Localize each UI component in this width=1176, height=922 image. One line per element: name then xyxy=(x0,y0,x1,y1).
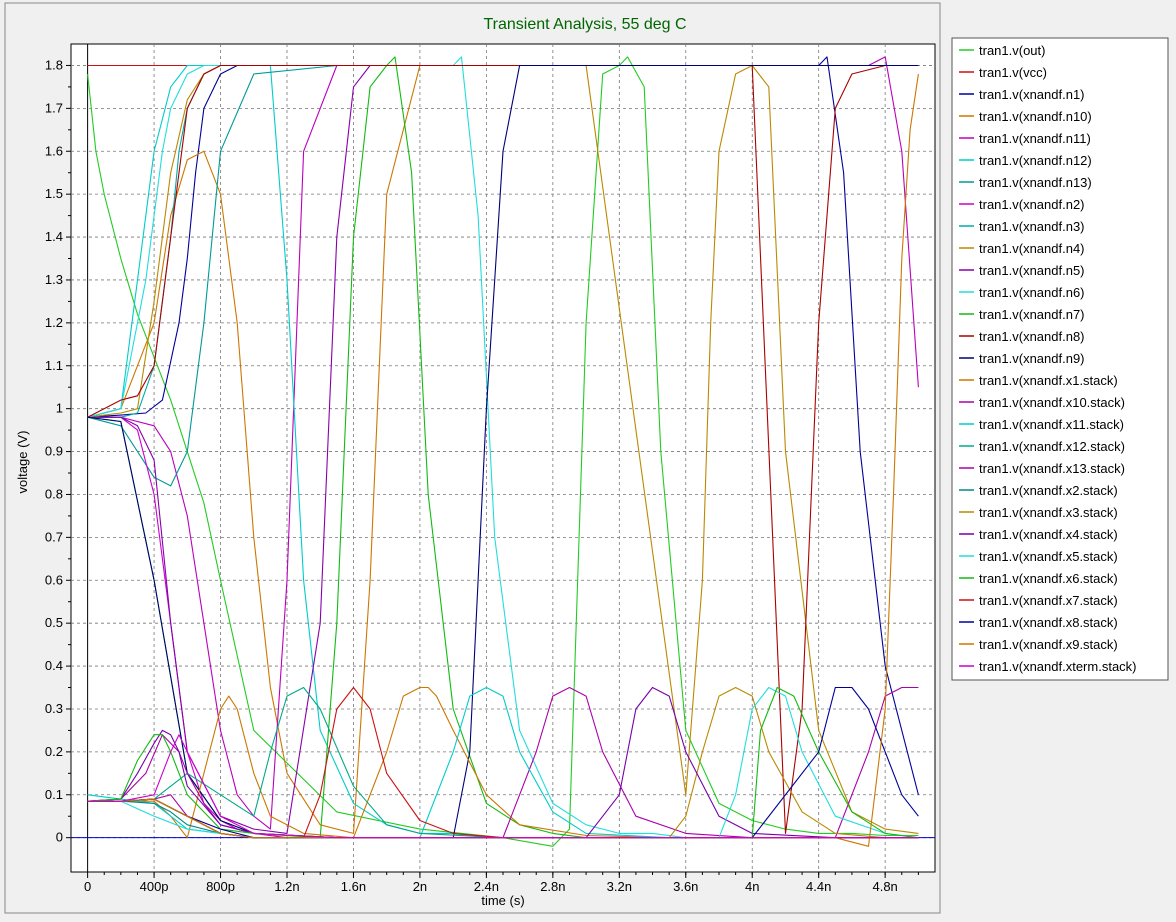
y-tick-label: 1 xyxy=(56,401,63,416)
x-tick-label: 0 xyxy=(84,879,91,894)
legend-label: tran1.v(xnandf.x12.stack) xyxy=(979,439,1125,454)
legend-label: tran1.v(xnandf.x6.stack) xyxy=(979,571,1118,586)
series-line xyxy=(87,686,919,839)
legend: tran1.v(out) tran1.v(vcc) tran1.v(xnandf.n… xyxy=(959,43,1137,674)
legend-label: tran1.v(xnandf.n7) xyxy=(979,307,1085,322)
x-tick-label: 4n xyxy=(745,879,759,894)
x-tick-label: 2n xyxy=(413,879,427,894)
series-line xyxy=(87,64,919,834)
plot-area xyxy=(70,43,936,873)
x-tick-label: 800p xyxy=(206,879,235,894)
legend-label: tran1.v(xnandf.x10.stack) xyxy=(979,395,1125,410)
series-line xyxy=(87,64,919,834)
y-tick-label: 0.3 xyxy=(45,701,63,716)
x-tick-label: 400p xyxy=(140,879,169,894)
y-tick-label: 0.6 xyxy=(45,572,63,587)
legend-label: tran1.v(xnandf.n11) xyxy=(979,131,1091,146)
y-tick-label: 1.7 xyxy=(45,100,63,115)
series-layer xyxy=(87,56,919,847)
legend-label: tran1.v(xnandf.n9) xyxy=(979,351,1085,366)
legend-label: tran1.v(xnandf.n4) xyxy=(979,241,1085,256)
y-tick-label: 0.4 xyxy=(45,658,63,673)
legend-label: tran1.v(vcc) xyxy=(979,65,1047,80)
legend-label: tran1.v(xnandf.n5) xyxy=(979,263,1085,278)
y-tick-label: 1.5 xyxy=(45,186,63,201)
legend-label: tran1.v(xnandf.x7.stack) xyxy=(979,593,1118,608)
legend-label: tran1.v(xnandf.x5.stack) xyxy=(979,549,1118,564)
legend-label: tran1.v(xnandf.n1) xyxy=(979,87,1085,102)
series-line xyxy=(87,686,919,839)
y-tick-label: 0.1 xyxy=(45,787,63,802)
y-tick-label: 0 xyxy=(56,830,63,845)
legend-label: tran1.v(xnandf.x1.stack) xyxy=(979,373,1118,388)
series-line xyxy=(87,734,919,839)
x-axis-label: time (s) xyxy=(481,893,524,908)
legend-label: tran1.v(xnandf.x4.stack) xyxy=(979,527,1118,542)
y-tick-label: 0.5 xyxy=(45,615,63,630)
legend-label: tran1.v(xnandf.n6) xyxy=(979,285,1085,300)
x-tick-label: 2.4n xyxy=(474,879,499,894)
y-tick-label: 0.9 xyxy=(45,444,63,459)
x-tick-label: 1.6n xyxy=(341,879,366,894)
y-axis-label: voltage (V) xyxy=(15,431,30,494)
y-tick-label: 0.7 xyxy=(45,529,63,544)
y-tick-label: 1.4 xyxy=(45,229,63,244)
legend-label: tran1.v(xnandf.x8.stack) xyxy=(979,615,1118,630)
series-line xyxy=(87,686,919,839)
y-tick-label: 1.1 xyxy=(45,358,63,373)
series-line xyxy=(87,64,919,839)
x-tick-label: 3.6n xyxy=(673,879,698,894)
y-tick-label: 1.6 xyxy=(45,143,63,158)
legend-label: tran1.v(xnandf.x13.stack) xyxy=(979,461,1125,476)
legend-label: tran1.v(xnandf.xterm.stack) xyxy=(979,659,1137,674)
legend-label: tran1.v(xnandf.n3) xyxy=(979,219,1085,234)
legend-label: tran1.v(xnandf.x3.stack) xyxy=(979,505,1118,520)
chart-title: Transient Analysis, 55 deg C xyxy=(483,16,686,33)
y-tick-label: 0.2 xyxy=(45,744,63,759)
legend-label: tran1.v(xnandf.n2) xyxy=(979,197,1085,212)
x-tick-label: 3.2n xyxy=(607,879,632,894)
legend-label: tran1.v(xnandf.n8) xyxy=(979,329,1085,344)
legend-box xyxy=(951,37,1169,681)
legend-label: tran1.v(xnandf.n10) xyxy=(979,109,1092,124)
legend-label: tran1.v(xnandf.x9.stack) xyxy=(979,637,1118,652)
legend-label: tran1.v(out) xyxy=(979,43,1045,58)
x-tick-label: 4.4n xyxy=(806,879,831,894)
legend-label: tran1.v(xnandf.n12) xyxy=(979,153,1092,168)
y-tick-label: 1.3 xyxy=(45,272,63,287)
y-tick-label: 1.2 xyxy=(45,315,63,330)
legend-label: tran1.v(xnandf.x11.stack) xyxy=(979,417,1124,432)
legend-label: tran1.v(xnandf.n13) xyxy=(979,175,1092,190)
y-tick-label: 0.8 xyxy=(45,486,63,501)
x-tick-label: 4.8n xyxy=(872,879,897,894)
y-tick-label: 1.8 xyxy=(45,57,63,72)
x-tick-label: 1.2n xyxy=(274,879,299,894)
legend-label: tran1.v(xnandf.x2.stack) xyxy=(979,483,1118,498)
x-tick-label: 2.8n xyxy=(540,879,565,894)
